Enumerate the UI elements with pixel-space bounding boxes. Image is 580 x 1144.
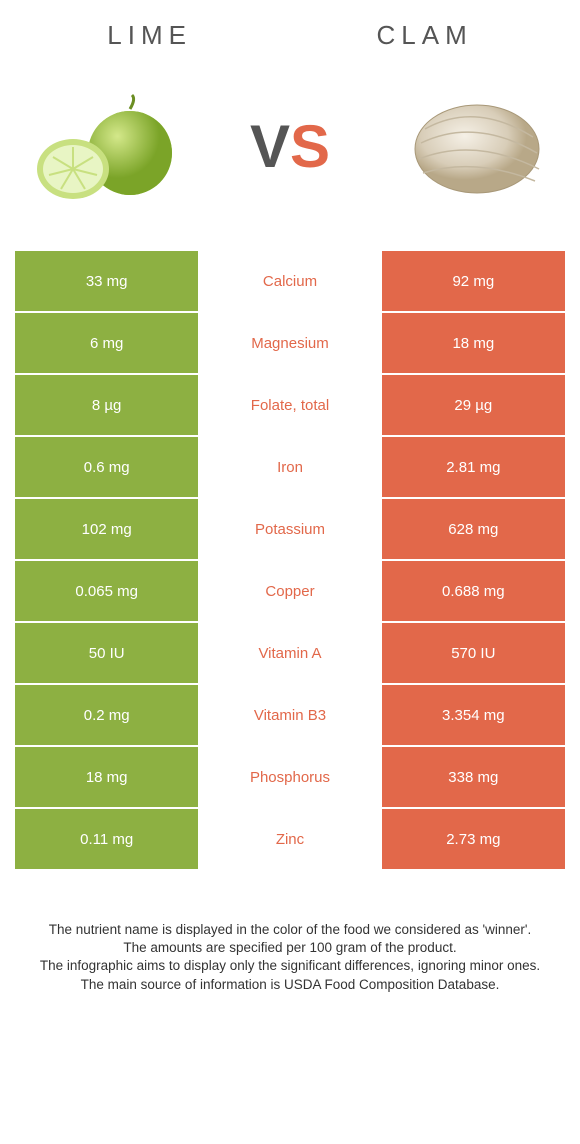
lime-image (25, 81, 185, 211)
nutrient-label: Vitamin A (198, 623, 381, 685)
table-row: 0.11 mgZinc2.73 mg (15, 809, 565, 871)
nutrient-label: Folate, total (198, 375, 381, 437)
nutrient-label: Magnesium (198, 313, 381, 375)
footer-line: The nutrient name is displayed in the co… (25, 921, 555, 939)
footer-line: The amounts are specified per 100 gram o… (25, 939, 555, 957)
images-row: VS (15, 81, 565, 251)
value-right: 2.73 mg (382, 809, 565, 871)
value-right: 18 mg (382, 313, 565, 375)
nutrient-label: Calcium (198, 251, 381, 313)
value-right: 2.81 mg (382, 437, 565, 499)
value-left: 0.11 mg (15, 809, 198, 871)
table-row: 50 IUVitamin A570 IU (15, 623, 565, 685)
value-left: 50 IU (15, 623, 198, 685)
table-row: 33 mgCalcium92 mg (15, 251, 565, 313)
title-right: CLAM (376, 20, 472, 51)
nutrient-label: Vitamin B3 (198, 685, 381, 747)
vs-v: V (250, 113, 290, 180)
vs-label: VS (250, 112, 330, 181)
table-row: 102 mgPotassium628 mg (15, 499, 565, 561)
title-left: LIME (107, 20, 192, 51)
value-left: 6 mg (15, 313, 198, 375)
nutrient-label: Zinc (198, 809, 381, 871)
nutrient-label: Copper (198, 561, 381, 623)
value-right: 628 mg (382, 499, 565, 561)
value-left: 18 mg (15, 747, 198, 809)
value-left: 0.2 mg (15, 685, 198, 747)
value-right: 29 µg (382, 375, 565, 437)
nutrient-label: Phosphorus (198, 747, 381, 809)
value-right: 0.688 mg (382, 561, 565, 623)
value-left: 8 µg (15, 375, 198, 437)
vs-s: S (290, 113, 330, 180)
table-row: 18 mgPhosphorus338 mg (15, 747, 565, 809)
footer-line: The main source of information is USDA F… (25, 976, 555, 994)
value-right: 570 IU (382, 623, 565, 685)
clam-image (395, 81, 555, 211)
nutrient-label: Iron (198, 437, 381, 499)
value-left: 33 mg (15, 251, 198, 313)
table-row: 0.2 mgVitamin B33.354 mg (15, 685, 565, 747)
footer-notes: The nutrient name is displayed in the co… (15, 921, 565, 994)
value-left: 0.6 mg (15, 437, 198, 499)
table-row: 6 mgMagnesium18 mg (15, 313, 565, 375)
value-left: 102 mg (15, 499, 198, 561)
value-right: 338 mg (382, 747, 565, 809)
table-row: 8 µgFolate, total29 µg (15, 375, 565, 437)
header: LIME CLAM (15, 20, 565, 51)
footer-line: The infographic aims to display only the… (25, 957, 555, 975)
value-left: 0.065 mg (15, 561, 198, 623)
table-row: 0.065 mgCopper0.688 mg (15, 561, 565, 623)
nutrient-label: Potassium (198, 499, 381, 561)
nutrient-table: 33 mgCalcium92 mg6 mgMagnesium18 mg8 µgF… (15, 251, 565, 871)
table-row: 0.6 mgIron2.81 mg (15, 437, 565, 499)
value-right: 92 mg (382, 251, 565, 313)
value-right: 3.354 mg (382, 685, 565, 747)
